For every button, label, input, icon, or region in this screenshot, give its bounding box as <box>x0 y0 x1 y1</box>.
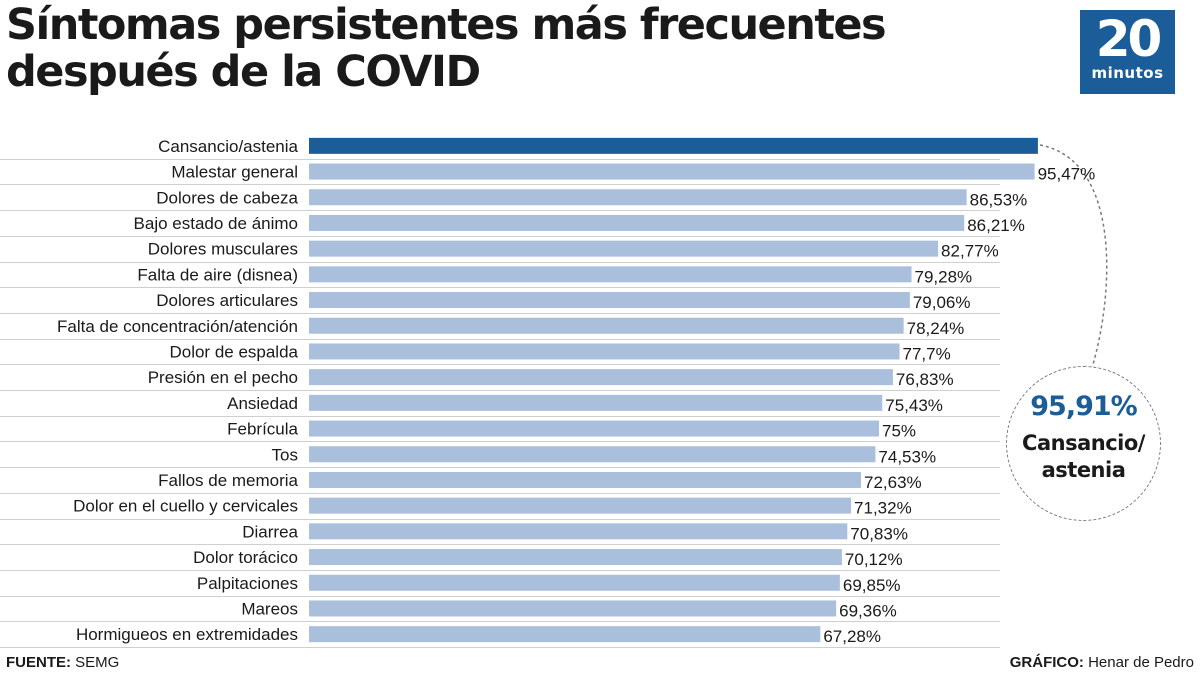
value-label: 77,7% <box>903 344 951 363</box>
category-label: Presión en el pecho <box>148 368 298 387</box>
value-label: 79,28% <box>915 267 973 286</box>
category-label: Ansiedad <box>227 394 298 413</box>
bar <box>309 497 852 514</box>
chart-title: Síntomas persistentes más frecuentes des… <box>6 2 1006 96</box>
category-label: Dolor torácico <box>193 548 298 567</box>
bar-highlight <box>309 137 1038 154</box>
logo-word: minutos <box>1091 64 1164 82</box>
category-label: Dolor de espalda <box>169 342 298 361</box>
category-label: Dolor en el cuello y cervicales <box>73 497 298 516</box>
category-label: Hormigueos en extremidades <box>76 625 298 644</box>
source-label: FUENTE: <box>6 654 71 671</box>
bar <box>309 240 939 257</box>
callout-label-line-1: Cansancio/ <box>1022 431 1145 455</box>
bar <box>309 420 879 437</box>
value-label: 79,06% <box>913 293 971 312</box>
callout-label-line-2: astenia <box>1041 458 1126 482</box>
bar <box>309 574 840 591</box>
value-label: 67,28% <box>823 627 881 646</box>
bar <box>309 292 910 309</box>
highlight-callout: 95,91% Cansancio/ astenia <box>1006 366 1161 521</box>
category-label: Malestar general <box>171 163 298 182</box>
value-label: 78,24% <box>907 319 965 338</box>
value-label: 70,83% <box>850 524 908 543</box>
category-label: Febrícula <box>227 420 298 439</box>
category-label: Tos <box>272 445 298 464</box>
bar <box>309 214 965 231</box>
category-label: Dolores musculares <box>148 240 298 259</box>
value-label: 69,36% <box>839 601 897 620</box>
bar <box>309 626 821 643</box>
value-label: 86,21% <box>967 216 1025 235</box>
brand-logo: 20 minutos <box>1080 10 1175 94</box>
bar <box>309 600 837 617</box>
bar <box>309 394 883 411</box>
bar <box>309 523 848 540</box>
bar <box>309 369 893 386</box>
category-label: Falta de concentración/atención <box>57 317 298 336</box>
value-label: 86,53% <box>970 190 1028 209</box>
bar <box>309 471 861 488</box>
title-line-2: después de la COVID <box>6 47 481 97</box>
category-label: Bajo estado de ánimo <box>134 214 298 233</box>
bar <box>309 189 967 206</box>
category-label: Fallos de memoria <box>158 471 298 490</box>
bar <box>309 549 842 566</box>
bar <box>309 266 912 283</box>
bar <box>309 446 876 463</box>
value-label: 72,63% <box>864 473 922 492</box>
value-label: 75,43% <box>885 396 943 415</box>
callout-value: 95,91% <box>1030 391 1137 422</box>
value-label: 71,32% <box>854 499 912 518</box>
graphic-credit: GRÁFICO: Henar de Pedro <box>1010 654 1194 671</box>
category-label: Palpitaciones <box>197 574 298 593</box>
value-label: 76,83% <box>896 370 954 389</box>
title-line-1: Síntomas persistentes más frecuentes <box>6 0 887 50</box>
value-label: 70,12% <box>845 550 903 569</box>
logo-number: 20 <box>1095 10 1163 68</box>
category-label: Falta de aire (disnea) <box>137 265 298 284</box>
callout-label: Cansancio/ astenia <box>1007 430 1160 484</box>
category-label: Mareos <box>241 599 298 618</box>
category-label: Diarrea <box>242 522 298 541</box>
source-value: SEMG <box>71 654 120 671</box>
bar <box>309 343 900 360</box>
credit-value: Henar de Pedro <box>1083 654 1194 671</box>
value-label: 95,47% <box>1038 165 1096 184</box>
value-label: 74,53% <box>878 447 936 466</box>
bar <box>309 317 904 334</box>
category-label: Cansancio/astenia <box>158 137 298 156</box>
value-label: 82,77% <box>941 242 999 261</box>
value-label: 69,85% <box>843 576 901 595</box>
value-label: 75% <box>882 422 916 441</box>
credit-label: GRÁFICO: <box>1009 654 1084 671</box>
category-label: Dolores articulares <box>156 291 298 310</box>
source-credit: FUENTE: SEMG <box>6 654 119 671</box>
bar <box>309 163 1035 180</box>
category-label: Dolores de cabeza <box>156 188 298 207</box>
